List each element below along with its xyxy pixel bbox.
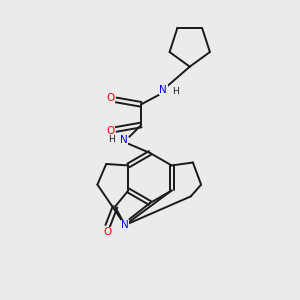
Text: H: H bbox=[172, 88, 179, 97]
Text: N: N bbox=[159, 85, 167, 94]
Text: N: N bbox=[121, 220, 129, 230]
Text: O: O bbox=[106, 126, 114, 136]
Text: N: N bbox=[120, 135, 128, 145]
Text: O: O bbox=[106, 94, 114, 103]
Text: O: O bbox=[103, 227, 112, 237]
Text: H: H bbox=[108, 135, 115, 144]
